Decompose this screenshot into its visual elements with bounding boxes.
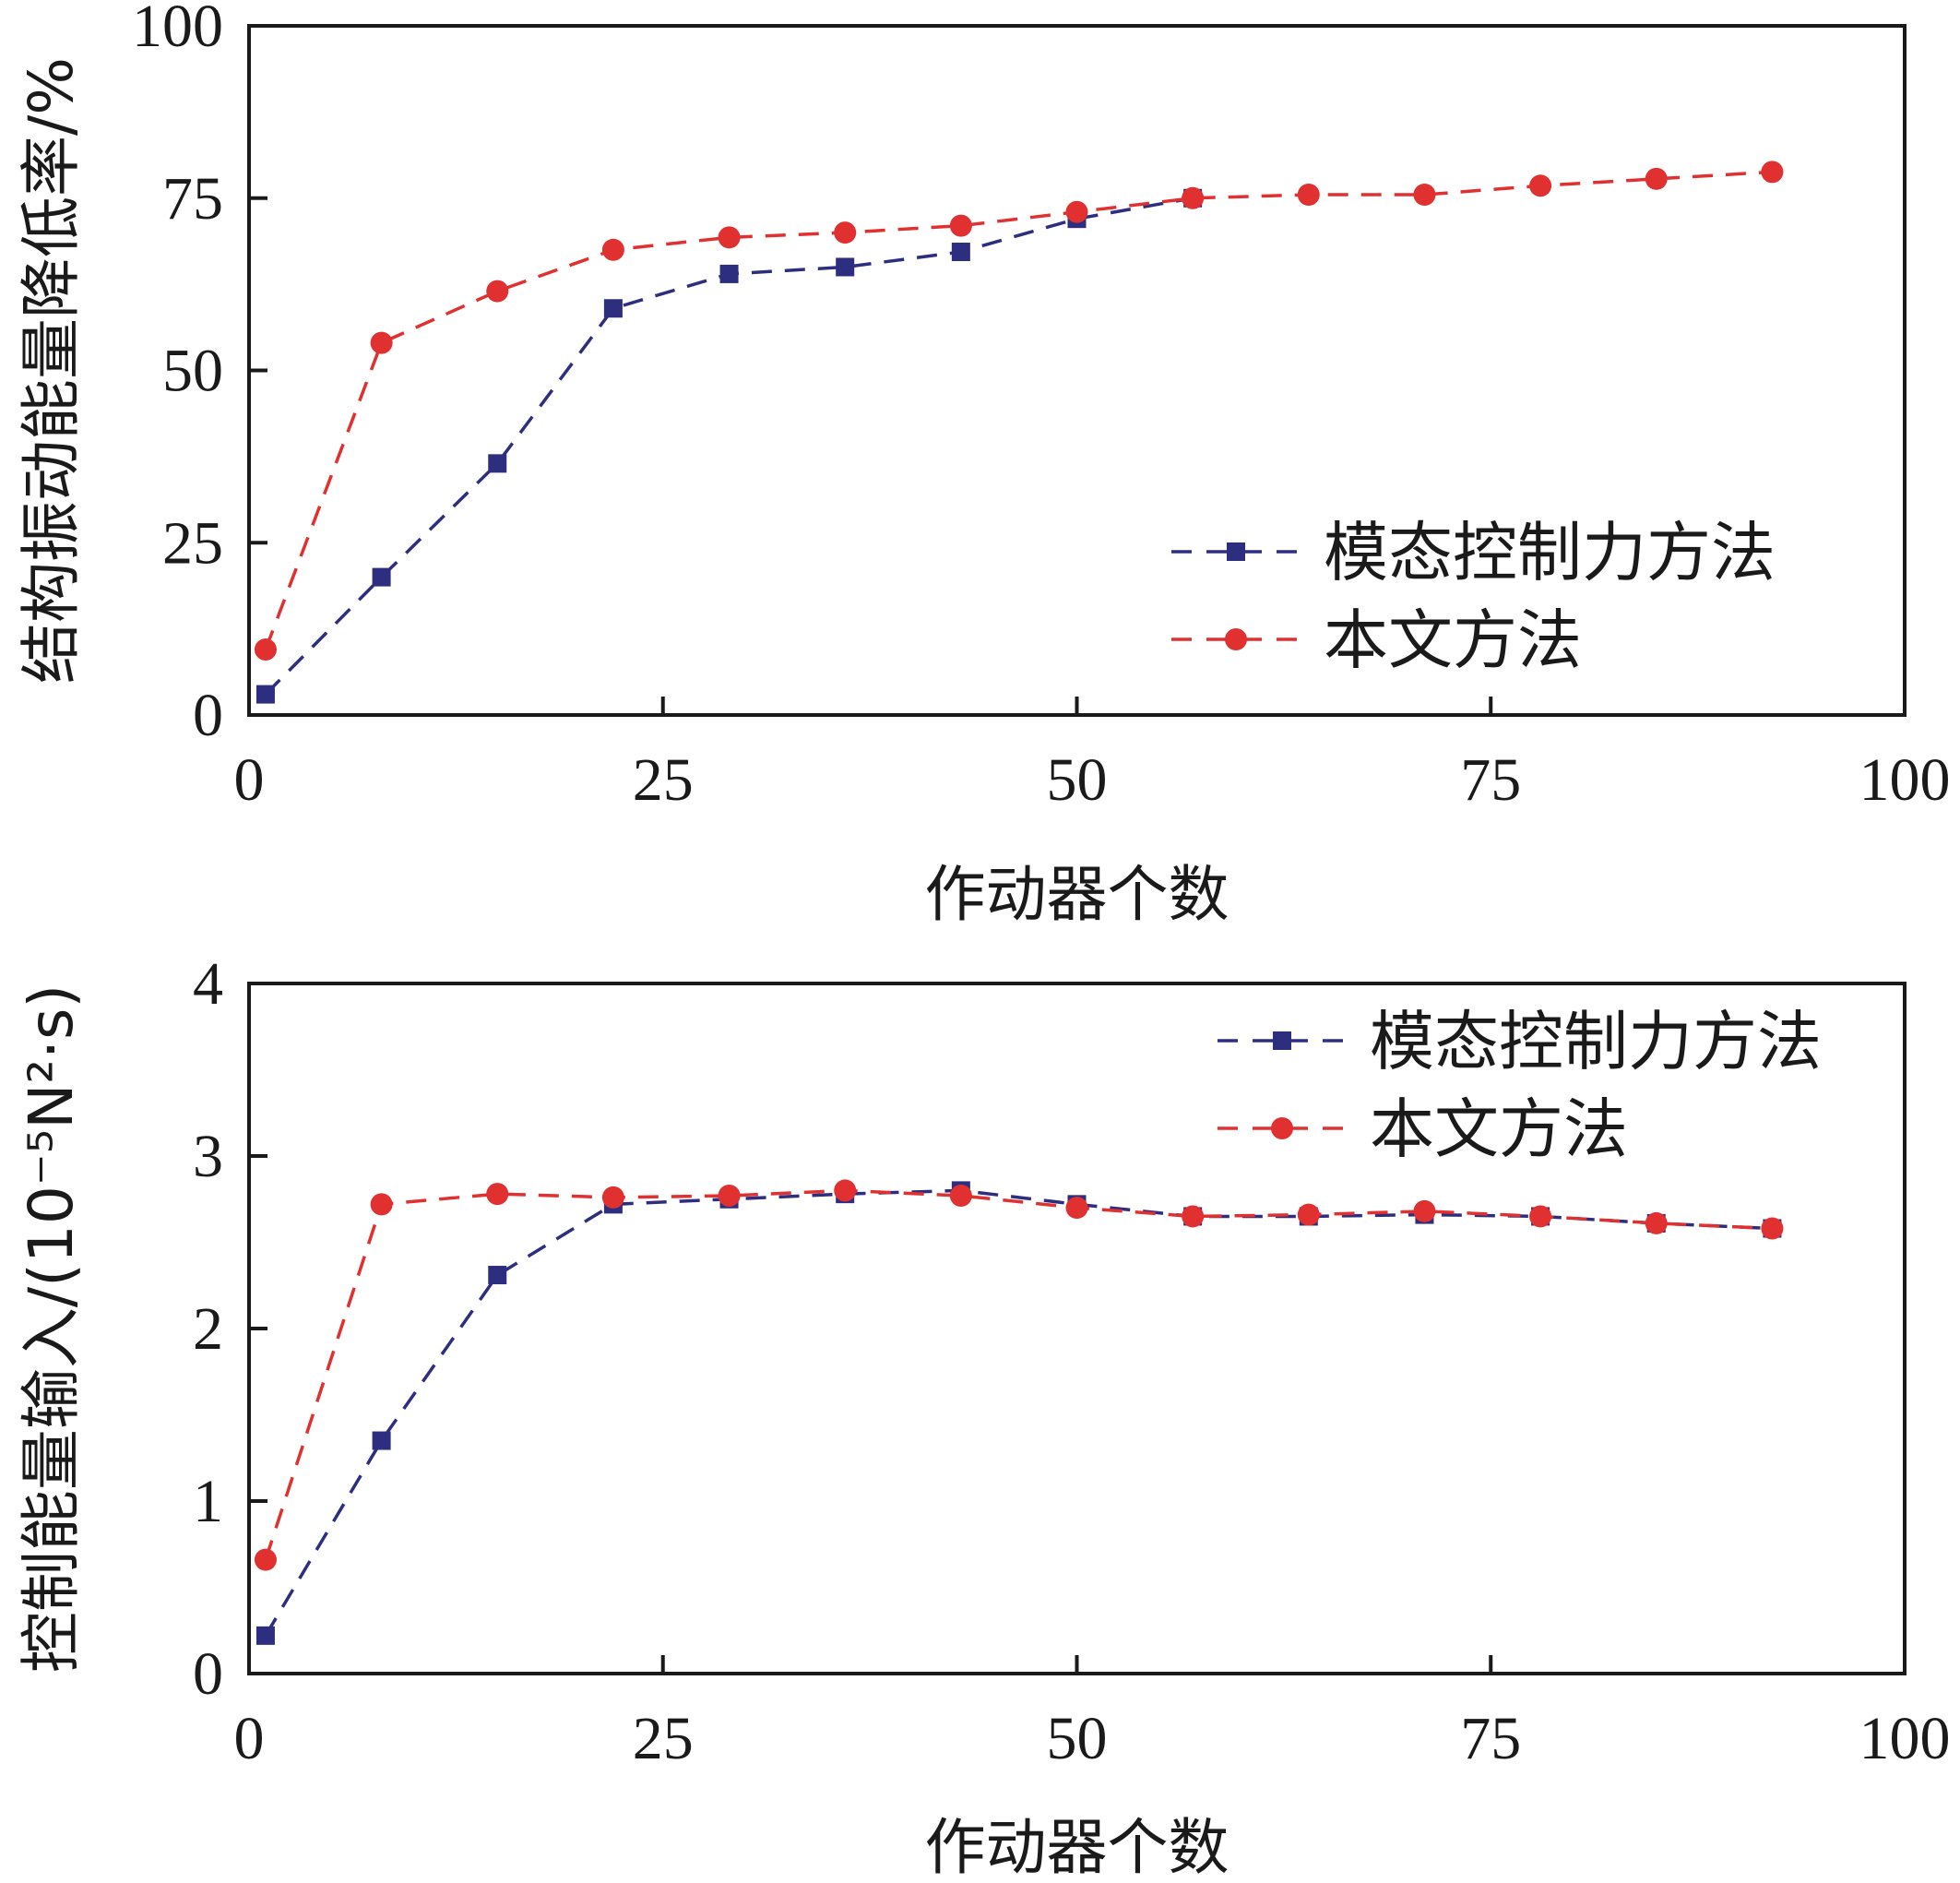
legend-item: 模态控制力方法 [1171,515,1776,590]
x-tick-label: 50 [1047,1705,1108,1772]
x-tick-label: 50 [1047,746,1108,814]
data-point-circle [1529,174,1552,197]
axis-ticks: 0 25 50 75 100 0 1 2 3 4 [193,950,1951,1772]
data-point-circle [1761,1217,1784,1240]
data-point-circle [949,1185,972,1208]
x-tick-label: 100 [1859,746,1951,814]
legend-label: 本文方法 [1324,602,1582,678]
data-point-circle [718,1185,741,1208]
chart-top-energy-reduction: 0 25 50 75 100 0 25 50 75 100 作动器个数 结构振动能量降低率/% 模… [16,0,1951,930]
data-point-circle [601,1186,624,1209]
data-point-circle [949,214,972,237]
legend-marker-circle [1271,1117,1293,1139]
data-point-circle [834,1179,857,1202]
data-point-circle [1297,184,1320,207]
axis-ticks: 0 25 50 75 100 0 25 50 75 100 [132,0,1951,814]
data-point-circle [370,331,393,354]
data-point-circle [834,221,857,244]
legend-item: 本文方法 [1218,1091,1628,1167]
legend-label: 本文方法 [1370,1091,1628,1167]
data-point-circle [1182,186,1205,209]
legend-label: 模态控制力方法 [1324,515,1776,590]
data-point-circle [1413,1199,1436,1222]
data-point-circle [1182,1205,1205,1228]
y-axis-title: 控制能量输入/(10⁻⁵N²·s) [16,984,87,1673]
y-tick-label: 75 [162,165,223,232]
y-tick-label: 2 [193,1295,223,1363]
series-layer [254,161,1784,704]
y-tick-label: 0 [193,1640,223,1708]
y-tick-label: 3 [193,1123,223,1190]
y-tick-label: 25 [162,509,223,577]
legend-marker-circle [1225,628,1247,650]
legend-item: 本文方法 [1171,602,1582,678]
data-point-circle [1645,1211,1668,1234]
data-point-circle [254,638,277,661]
series-line [264,1188,1773,1637]
data-point-circle [254,1548,277,1571]
data-point-circle [1413,184,1436,207]
data-point-circle [1065,200,1088,223]
legend-item: 模态控制力方法 [1218,1004,1822,1079]
data-point-square [951,243,970,262]
y-tick-label: 0 [193,682,223,749]
x-tick-label: 75 [1460,1705,1521,1772]
data-point-square [603,299,623,318]
legend-label: 模态控制力方法 [1370,1004,1822,1079]
legend-marker-square [1227,542,1245,561]
y-axis-title: 结构振动能量降低率/% [16,57,87,684]
x-tick-label: 0 [234,1705,265,1772]
data-point-square [255,685,275,704]
data-point-circle [486,1183,509,1206]
x-tick-label: 100 [1859,1705,1951,1772]
data-point-square [372,1431,391,1450]
data-point-square [372,567,391,587]
y-tick-label: 100 [132,0,223,60]
data-point-square [719,264,739,283]
x-axis-title: 作动器个数 [925,1812,1229,1883]
data-point-square [488,1266,507,1285]
data-point-circle [1761,161,1784,184]
x-tick-label: 25 [633,746,694,814]
series-line [264,170,1773,650]
y-tick-label: 1 [193,1468,223,1535]
x-axis-title: 作动器个数 [925,859,1229,930]
data-point-circle [1065,1197,1088,1220]
data-point-circle [1645,167,1668,190]
series-line [264,1188,1773,1561]
x-tick-label: 25 [633,1705,694,1772]
y-tick-label: 4 [193,950,223,1018]
x-tick-label: 75 [1460,746,1521,814]
y-tick-label: 50 [162,338,223,405]
plot-frame [247,24,1907,717]
x-tick-label: 0 [234,746,265,814]
data-point-circle [486,280,509,303]
data-point-circle [601,238,624,261]
series-layer [254,1179,1784,1645]
data-point-circle [718,226,741,249]
data-point-square [255,1626,275,1645]
data-point-circle [1529,1205,1552,1228]
plot-frame [247,982,1907,1675]
data-point-square [488,454,507,473]
legend-marker-square [1273,1031,1291,1050]
data-point-circle [1297,1203,1320,1226]
data-point-square [836,257,855,277]
data-point-circle [370,1193,393,1216]
